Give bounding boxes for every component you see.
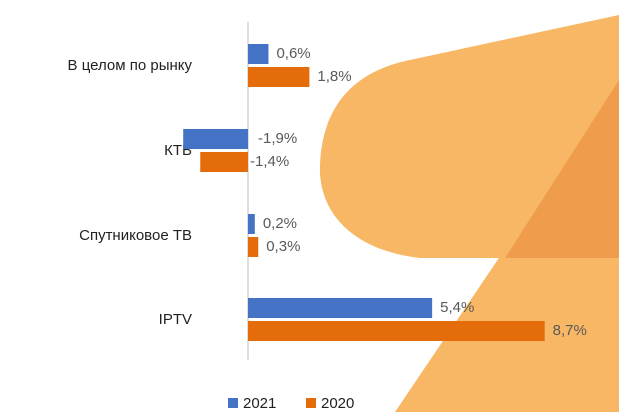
legend-label: 2021 [243,395,276,412]
bar [248,237,258,257]
category-label: В целом по рынку [68,57,193,74]
value-label: 1,8% [317,68,351,85]
bar [200,152,248,172]
bar [248,214,255,234]
category-label: IPTV [159,311,192,328]
legend-swatch [306,398,316,408]
bar [248,44,268,64]
chart: В целом по рынку0,6%1,8%КТВ-1,9%-1,4%Спу… [0,0,619,412]
value-label: 0,2% [263,215,297,232]
value-label: -1,9% [258,130,297,147]
value-label: 8,7% [553,322,587,339]
legend-swatch [228,398,238,408]
value-label: -1,4% [250,153,289,170]
value-label: 0,3% [266,238,300,255]
value-label: 5,4% [440,299,474,316]
bar [248,67,309,87]
bar [248,321,545,341]
category-label: Спутниковое ТВ [79,227,192,244]
value-label: 0,6% [276,45,310,62]
legend-label: 2020 [321,395,354,412]
bar [183,129,248,149]
bar [248,298,432,318]
